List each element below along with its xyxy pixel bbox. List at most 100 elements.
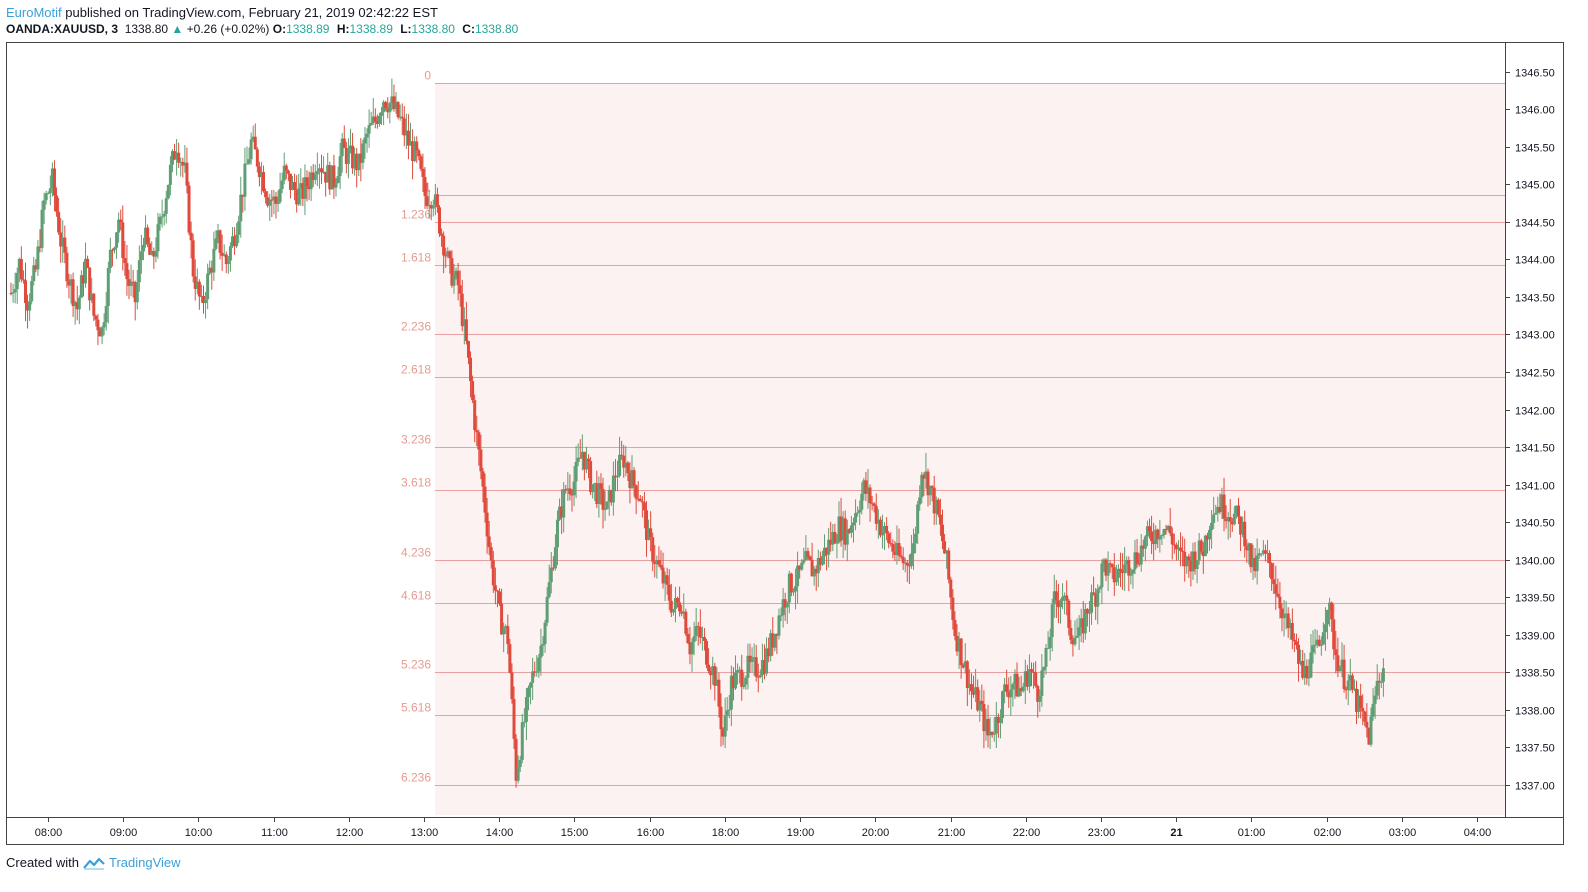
fib-extension[interactable]: 0 1 1.236 1.618 2.236 2.618 3.236 3.618 4.236 4.6… xyxy=(401,69,1505,816)
chart-pane-border xyxy=(6,42,1564,845)
candle-body xyxy=(458,285,462,294)
low-value: 1338.80 xyxy=(411,22,455,36)
candle-body xyxy=(141,244,145,252)
candle-body xyxy=(765,648,769,674)
candle-body xyxy=(1034,672,1038,686)
candle-body xyxy=(527,687,530,698)
candle-body xyxy=(990,731,994,735)
candle-body xyxy=(1027,669,1031,687)
candle-body xyxy=(599,483,603,489)
fib-level-label: 3.618 xyxy=(401,476,431,490)
candle-body xyxy=(907,565,911,567)
candle-body xyxy=(220,252,224,256)
candle-body xyxy=(1038,695,1042,702)
candle-body xyxy=(485,512,489,537)
candle-body xyxy=(649,528,653,538)
time-axis[interactable]: 08:00 09:00 10:00 11:00 12:00 13:00 14:00 15:00… xyxy=(35,817,1492,839)
candle-body xyxy=(160,216,164,218)
candle-body xyxy=(21,279,25,281)
candle-body xyxy=(1226,517,1230,522)
candle-body xyxy=(769,633,773,657)
candle-body xyxy=(570,494,574,496)
candle-body xyxy=(1212,514,1216,523)
price-tick-label: 1346.50 xyxy=(1515,68,1555,80)
candle-body xyxy=(738,669,742,671)
candle-body xyxy=(241,194,245,197)
candle-body xyxy=(893,551,897,555)
candle-body xyxy=(736,670,740,673)
candle-body xyxy=(264,191,268,198)
candle-body xyxy=(694,626,698,637)
candle-body xyxy=(566,488,570,490)
candle-body xyxy=(899,555,903,558)
time-tick-label: 16:00 xyxy=(637,827,665,839)
candle-body xyxy=(26,303,30,311)
price-tick-label: 1337.50 xyxy=(1515,743,1555,755)
candle-body xyxy=(711,666,715,676)
candle-body xyxy=(804,551,808,561)
candle-body xyxy=(514,738,518,781)
candle-body xyxy=(110,249,114,251)
candle-body xyxy=(820,556,824,565)
candle-body xyxy=(630,470,634,489)
price-tick-label: 1338.50 xyxy=(1515,668,1555,680)
candle-body xyxy=(1137,563,1141,565)
candle-body xyxy=(524,697,528,722)
candle-body xyxy=(758,675,762,677)
candle-body xyxy=(363,137,367,144)
candle-body xyxy=(1133,552,1137,570)
candle-body xyxy=(102,322,106,328)
candle-body xyxy=(475,430,479,433)
candle-body xyxy=(328,165,332,190)
candle-body xyxy=(1288,623,1292,629)
candle-body xyxy=(481,471,485,487)
candle-body xyxy=(1174,544,1178,550)
symbol-name[interactable]: OANDA:XAUUSD, 3 xyxy=(6,22,119,36)
candle-body xyxy=(375,121,379,124)
candle-body xyxy=(930,486,934,488)
candle-body xyxy=(609,490,613,503)
candle-body xyxy=(146,227,150,244)
high-label: H: xyxy=(336,22,350,36)
candle-body xyxy=(361,143,365,163)
candle-body xyxy=(86,258,90,268)
candle-body xyxy=(533,671,537,673)
candle-body xyxy=(423,177,427,197)
candle-body xyxy=(537,657,541,672)
candle-body xyxy=(1346,680,1350,691)
candle-body xyxy=(1061,596,1065,601)
candle-body xyxy=(355,153,359,171)
candle-body xyxy=(810,559,814,577)
candle-body xyxy=(1220,494,1224,512)
candle-body xyxy=(655,560,659,565)
candle-body xyxy=(593,483,597,485)
candle-body xyxy=(338,156,342,177)
candle-body xyxy=(961,665,965,668)
author-link[interactable]: EuroMotif xyxy=(6,5,62,20)
candle-body xyxy=(427,205,431,207)
candle-body xyxy=(369,122,373,126)
tradingview-brand-link[interactable]: TradingView xyxy=(108,855,181,870)
fib-level-label: 2.236 xyxy=(401,320,431,334)
candle-body xyxy=(84,258,88,284)
candle-body xyxy=(239,194,243,222)
time-tick-label: 01:00 xyxy=(1238,827,1266,839)
candle-body xyxy=(299,183,303,189)
candle-body xyxy=(895,543,899,555)
candle-body xyxy=(1119,568,1123,571)
up-triangle-icon: ▲ xyxy=(171,22,184,36)
candle-body xyxy=(1205,535,1209,540)
candle-body xyxy=(938,514,942,525)
price-axis[interactable]: 1346.50 1346.00 1345.50 1345.00 1344.50 1344.… xyxy=(1505,68,1555,793)
candle-body xyxy=(69,279,73,286)
candle-body xyxy=(175,152,179,160)
candle-body xyxy=(88,267,92,301)
fib-level-label: 3.236 xyxy=(401,433,431,447)
candle-body xyxy=(1106,563,1110,576)
candle-body xyxy=(963,661,967,668)
candle-body xyxy=(48,188,52,194)
candle-body xyxy=(189,232,193,241)
candle-body xyxy=(827,539,831,555)
candle-body xyxy=(800,562,804,570)
